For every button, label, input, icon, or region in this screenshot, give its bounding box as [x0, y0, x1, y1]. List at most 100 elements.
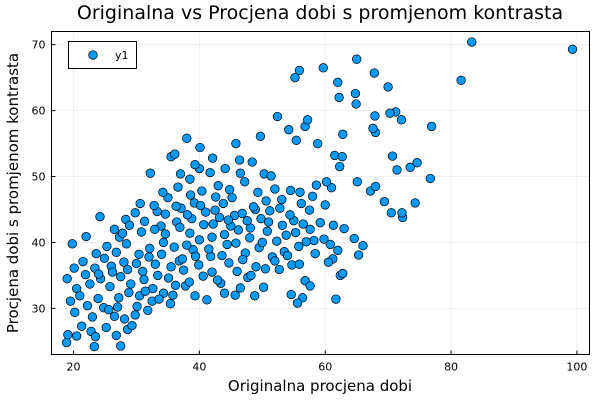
x-axis-label: Originalna procjena dobi — [228, 377, 412, 395]
x-tick-label: 40 — [192, 361, 206, 374]
data-point — [426, 121, 437, 132]
data-point — [62, 274, 72, 284]
legend: y1 — [68, 41, 137, 69]
data-point — [163, 273, 174, 283]
data-point — [320, 200, 330, 210]
data-point — [237, 208, 247, 219]
data-point — [311, 180, 322, 190]
data-point — [130, 310, 140, 320]
chart-title: Originalna vs Procjena dobi s promjenom … — [77, 2, 563, 24]
data-point — [368, 123, 378, 134]
data-point — [212, 275, 223, 285]
data-point — [242, 216, 252, 226]
data-point — [95, 212, 105, 222]
data-point — [202, 295, 212, 305]
data-point — [304, 205, 315, 215]
data-point — [145, 243, 155, 254]
data-point — [178, 265, 189, 275]
data-point — [270, 184, 280, 194]
data-point — [305, 224, 315, 234]
data-point — [145, 168, 155, 178]
data-point — [124, 287, 134, 298]
data-point — [370, 181, 381, 192]
data-point — [185, 190, 196, 200]
data-point — [158, 187, 168, 197]
data-point — [338, 129, 348, 139]
data-point — [77, 321, 87, 331]
data-point — [182, 133, 192, 143]
data-point — [331, 294, 341, 304]
data-point — [80, 270, 91, 280]
data-point — [224, 258, 234, 268]
data-point — [349, 233, 359, 244]
data-point — [290, 227, 301, 238]
data-point — [272, 111, 283, 122]
data-point — [290, 72, 300, 83]
data-point — [266, 171, 276, 181]
data-point — [405, 162, 415, 172]
data-point — [116, 272, 126, 282]
data-point — [309, 235, 319, 246]
data-point — [282, 250, 293, 261]
data-point — [310, 248, 320, 259]
data-point — [182, 210, 193, 220]
data-point — [124, 220, 135, 230]
data-point — [231, 138, 241, 149]
data-point — [99, 253, 110, 263]
data-point — [150, 259, 160, 269]
data-point — [217, 250, 227, 261]
data-point — [207, 153, 218, 163]
data-point — [69, 263, 79, 273]
data-point — [173, 182, 183, 192]
data-point — [94, 269, 104, 279]
data-point — [260, 264, 271, 274]
data-point — [351, 99, 361, 109]
data-point — [325, 239, 335, 250]
data-point — [134, 249, 144, 259]
data-point — [149, 200, 159, 211]
data-point — [291, 135, 301, 145]
data-point — [337, 152, 347, 162]
data-point — [567, 44, 578, 54]
data-point — [201, 207, 211, 217]
data-point — [248, 202, 259, 212]
data-point — [185, 174, 195, 184]
data-point — [235, 283, 245, 293]
data-point — [138, 266, 148, 277]
data-point — [171, 201, 181, 211]
data-point — [89, 341, 99, 352]
data-point — [184, 277, 194, 287]
data-point — [63, 330, 73, 340]
data-point — [286, 289, 296, 300]
data-point — [255, 131, 266, 141]
data-point — [379, 196, 390, 207]
x-axis: 20 40 60 80 100 — [67, 350, 587, 374]
data-point — [170, 280, 181, 290]
data-point — [295, 187, 305, 197]
data-point — [109, 224, 120, 234]
data-point — [132, 301, 142, 312]
data-point — [156, 249, 167, 259]
y-axis: 30 40 50 60 70 — [32, 39, 56, 315]
data-point — [190, 160, 200, 170]
data-point — [352, 54, 362, 64]
data-point — [219, 288, 230, 298]
data-point — [256, 214, 266, 224]
data-point — [326, 183, 337, 193]
data-point — [160, 229, 171, 239]
data-point — [294, 65, 305, 76]
data-point — [285, 210, 295, 220]
data-point — [130, 208, 140, 218]
data-point — [219, 229, 230, 240]
y-axis-label: Procjena dobi s promjenom kontrasta — [4, 53, 22, 333]
data-point — [301, 237, 311, 247]
data-point — [247, 157, 257, 167]
data-point — [370, 111, 380, 121]
data-point — [211, 192, 221, 202]
data-point — [195, 200, 206, 211]
data-point — [65, 296, 76, 306]
data-point — [250, 291, 260, 301]
data-point — [81, 231, 91, 242]
data-point — [194, 260, 204, 270]
